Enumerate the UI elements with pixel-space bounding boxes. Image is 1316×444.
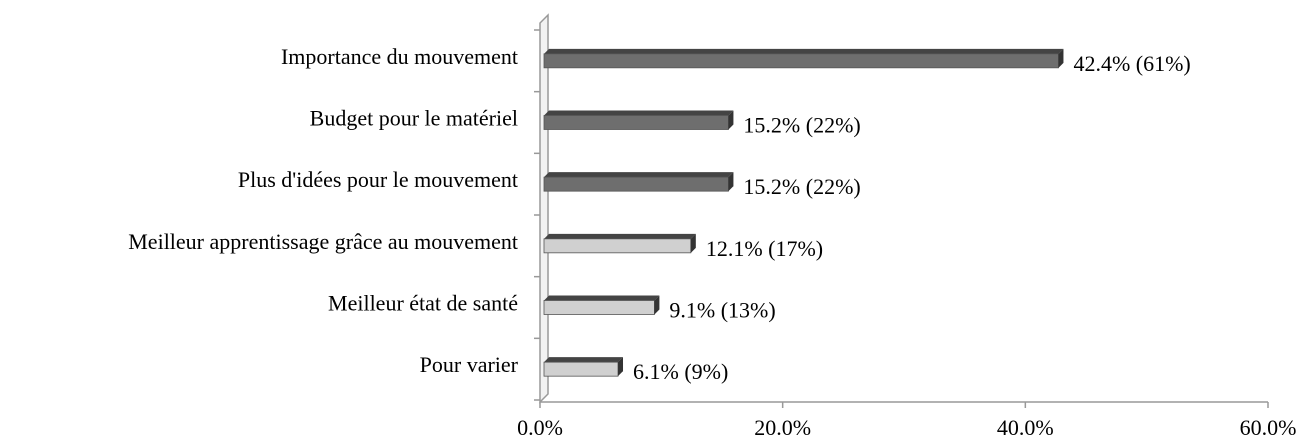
x-tick-label: 40.0% bbox=[997, 415, 1054, 440]
bar bbox=[543, 115, 729, 130]
value-label: 42.4% (61%) bbox=[1073, 51, 1190, 76]
bar-side bbox=[728, 172, 734, 192]
y-tick-label: Budget pour le matériel bbox=[310, 106, 518, 131]
bar-top bbox=[544, 110, 734, 116]
bar-side bbox=[618, 357, 624, 377]
value-label: 12.1% (17%) bbox=[706, 236, 823, 261]
bar-top bbox=[544, 48, 1064, 54]
bar-side bbox=[728, 110, 734, 130]
x-tick-label: 60.0% bbox=[1240, 415, 1297, 440]
bar-side bbox=[1058, 48, 1064, 68]
bar-top bbox=[544, 295, 660, 301]
bar-side bbox=[654, 295, 660, 315]
bar-top bbox=[544, 172, 734, 178]
y-tick-label: Plus d'idées pour le mouvement bbox=[238, 167, 518, 192]
bar-top bbox=[544, 233, 696, 239]
y-tick-label: Pour varier bbox=[420, 352, 519, 377]
bar bbox=[543, 176, 729, 192]
bar bbox=[543, 361, 619, 377]
bar-side bbox=[690, 233, 696, 253]
y-tick-label: Meilleur état de santé bbox=[328, 291, 518, 316]
y-tick-label: Importance du mouvement bbox=[281, 44, 518, 69]
value-label: 9.1% (13%) bbox=[669, 298, 775, 323]
x-tick-label: 0.0% bbox=[517, 415, 563, 440]
bar bbox=[543, 53, 1059, 69]
bar bbox=[543, 300, 655, 315]
value-label: 15.2% (22%) bbox=[743, 174, 860, 199]
y-tick-label: Meilleur apprentissage grâce au mouvemen… bbox=[128, 229, 518, 254]
x-tick-label: 20.0% bbox=[754, 415, 811, 440]
value-label: 6.1% (9%) bbox=[633, 359, 728, 384]
back-wall bbox=[539, 13, 549, 404]
bar bbox=[543, 238, 692, 254]
bar-top bbox=[544, 357, 624, 363]
value-label: 15.2% (22%) bbox=[743, 113, 860, 138]
